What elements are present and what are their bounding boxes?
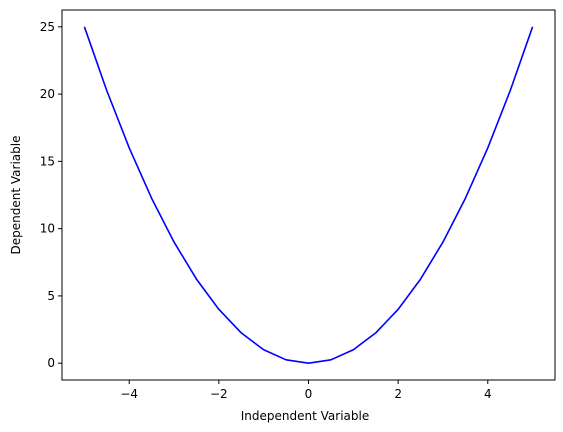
x-tick-label: 4 [484, 387, 492, 401]
y-tick-label: 25 [40, 20, 55, 34]
series-line [83, 26, 534, 364]
series-layer [83, 26, 534, 364]
x-tick-label: −2 [210, 387, 228, 401]
y-tick-label: 20 [40, 87, 55, 101]
x-tick-label: 0 [305, 387, 313, 401]
x-axis-ticks: −4 −2 0 2 4 [120, 380, 492, 401]
x-axis-label: Independent Variable [241, 409, 369, 423]
y-tick-label: 10 [40, 222, 55, 236]
y-tick-label: 15 [40, 154, 55, 168]
y-axis-label: Dependent Variable [9, 136, 23, 255]
y-axis-ticks: 0 5 10 15 20 25 [40, 20, 62, 370]
y-tick-label: 5 [47, 289, 55, 303]
y-tick-label: 0 [47, 356, 55, 370]
x-tick-label: 2 [394, 387, 402, 401]
x-tick-label: −4 [120, 387, 138, 401]
plot-area [62, 10, 555, 380]
